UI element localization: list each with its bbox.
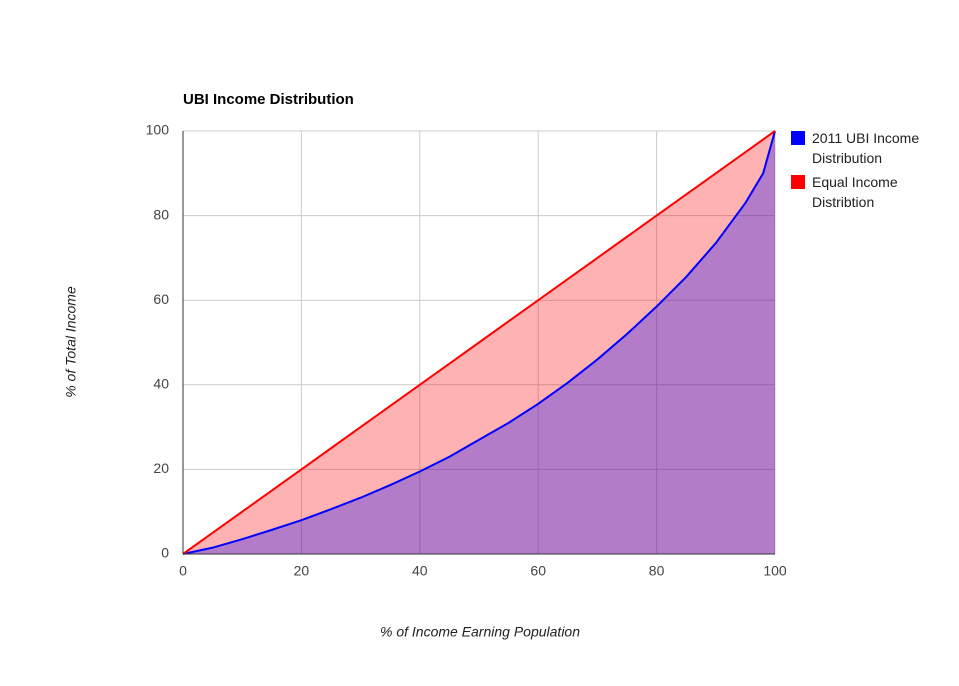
x-tick-label: 80 <box>649 563 665 579</box>
legend-label: Equal Income Distribtion <box>812 174 898 210</box>
series-line <box>182 130 776 555</box>
y-tick-label: 60 <box>153 291 169 307</box>
x-tick-label: 60 <box>530 563 546 579</box>
series-line <box>182 130 776 555</box>
x-tick-label: 40 <box>412 563 428 579</box>
y-tick-label: 100 <box>146 122 170 138</box>
y-axis-label: % of Total Income <box>63 286 79 398</box>
y-tick-label: 40 <box>153 376 169 392</box>
legend-swatch <box>791 131 805 145</box>
legend-label: 2011 UBI Income Distribution <box>812 130 920 166</box>
y-tick-label: 0 <box>161 545 169 561</box>
chart-title: UBI Income Distribution <box>183 91 354 108</box>
legend-swatch <box>791 175 805 189</box>
y-tick-label: 20 <box>153 460 169 476</box>
x-tick-label: 20 <box>294 563 310 579</box>
area-fill <box>183 131 775 554</box>
y-tick-label: 80 <box>153 206 169 222</box>
x-tick-label: 0 <box>179 563 187 579</box>
x-tick-label: 100 <box>763 563 787 579</box>
x-axis-label: % of Income Earning Population <box>380 624 580 640</box>
